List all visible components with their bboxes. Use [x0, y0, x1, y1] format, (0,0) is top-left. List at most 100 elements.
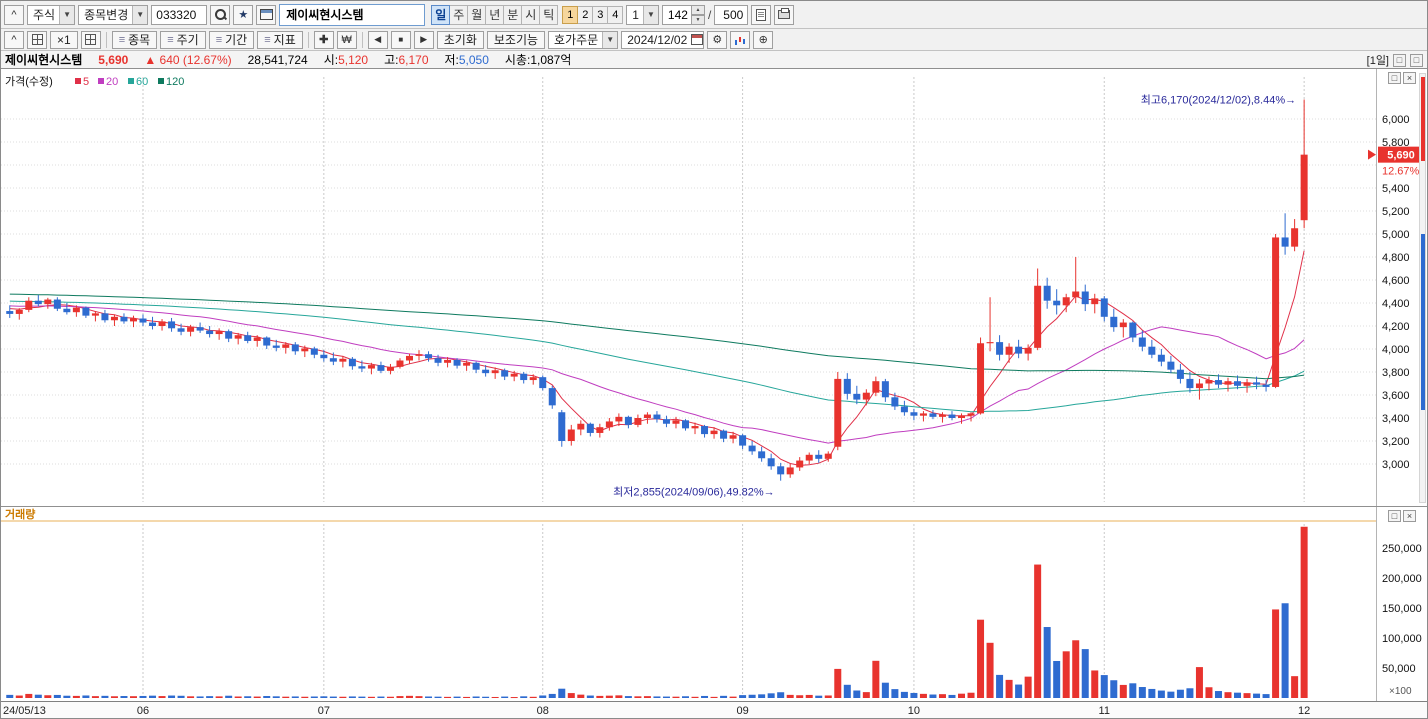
- chart-save-button[interactable]: [751, 4, 772, 25]
- divider: [361, 31, 363, 48]
- maximize-icon[interactable]: □: [1388, 72, 1401, 84]
- range-menu-label: 기간: [225, 33, 248, 47]
- high-label: 고:: [384, 53, 399, 67]
- count-separator: /: [707, 7, 712, 22]
- layout-icon[interactable]: □: [1393, 53, 1406, 67]
- menu-icon: ≡: [215, 33, 223, 46]
- svg-text:5,400: 5,400: [1382, 183, 1410, 195]
- toolbar-chart: ^ ×1 ≡ 종목 ≡ 주기 ≡ 기간 ≡ 지표 ✚ ₩ ◀ ■ ▶ 초기화 보조기능 …: [1, 29, 1427, 51]
- svg-text:3,000: 3,000: [1382, 459, 1410, 471]
- stock-code-input[interactable]: 033320: [151, 4, 208, 25]
- svg-text:100,000: 100,000: [1382, 633, 1422, 645]
- price-chart[interactable]: 6,000 5,800 5,400 5,200 5,000 4,800 4,600 4,400…: [1, 69, 1428, 506]
- period-hour-button[interactable]: 시: [521, 4, 541, 25]
- grid-icon: [31, 34, 43, 45]
- candle-count-value[interactable]: 142: [661, 4, 692, 25]
- svg-text:6,000: 6,000: [1382, 114, 1410, 126]
- svg-text:4,000: 4,000: [1382, 344, 1410, 356]
- price-pane: 6,000 5,800 5,400 5,200 5,000 4,800 4,600 4,400…: [1, 69, 1427, 506]
- stock-change-select[interactable]: 종목변경 ▼: [78, 4, 149, 25]
- date-picker[interactable]: 2024/12/02: [621, 30, 705, 49]
- currency-button[interactable]: ₩: [336, 30, 357, 49]
- svg-text:60: 60: [136, 76, 148, 88]
- x-axis-label: 24/05/13: [3, 705, 46, 717]
- svg-text:최고6,170(2024/12/02),8.44%→: 최고6,170(2024/12/02),8.44%→: [1141, 93, 1296, 106]
- period-year-button[interactable]: 년: [485, 4, 505, 25]
- range-menu-button[interactable]: ≡ 기간: [208, 30, 255, 49]
- period-week-button[interactable]: 주: [449, 4, 469, 25]
- interval-1-button[interactable]: 1: [562, 5, 579, 24]
- interval-2-button[interactable]: 2: [577, 5, 594, 24]
- chart-style-icon: [734, 34, 746, 45]
- cap-label: 시총:: [504, 53, 531, 67]
- scroll-left-button[interactable]: ◀: [367, 30, 388, 49]
- spin-down-icon[interactable]: ▼: [691, 14, 705, 25]
- maximize-icon[interactable]: □: [1388, 510, 1401, 522]
- x-axis-label: 06: [136, 705, 150, 717]
- search-button[interactable]: [210, 4, 231, 25]
- period-minute-button[interactable]: 분: [503, 4, 523, 25]
- period-day-button[interactable]: 일: [431, 4, 451, 25]
- layout-multi-button[interactable]: [80, 30, 101, 49]
- grid-icon: [85, 34, 97, 45]
- period-menu-button[interactable]: ≡ 주기: [160, 30, 206, 49]
- asset-type-value: 주식: [33, 8, 56, 22]
- stock-window-button[interactable]: [256, 4, 277, 25]
- svg-text:3,600: 3,600: [1382, 390, 1410, 402]
- dropdown-arrow-icon: ▼: [642, 5, 658, 24]
- x-axis: 24/05/13 06 07 08 09 10 11 12: [1, 701, 1427, 718]
- indicator-menu-button[interactable]: ≡ 지표: [257, 30, 303, 49]
- reset-button[interactable]: 초기화: [436, 30, 484, 49]
- window-icon: [259, 9, 273, 20]
- period-menu-label: 주기: [176, 33, 199, 47]
- order-select[interactable]: 호가주문 ▼: [548, 30, 619, 49]
- stop-button[interactable]: ■: [390, 30, 411, 49]
- layout-x1-button[interactable]: ×1: [50, 30, 78, 49]
- svg-text:×100: ×100: [1389, 686, 1412, 697]
- move-tool-button[interactable]: ✚: [313, 30, 334, 49]
- scroll-right-button[interactable]: ▶: [413, 30, 434, 49]
- divider: [105, 31, 107, 48]
- dropdown-arrow-icon: ▼: [132, 5, 148, 24]
- menu-icon: ≡: [167, 33, 174, 46]
- svg-text:3,400: 3,400: [1382, 413, 1410, 425]
- chart-print-button[interactable]: [774, 4, 795, 25]
- popout-icon[interactable]: □: [1410, 53, 1423, 67]
- collapse-icon[interactable]: ^: [4, 4, 24, 25]
- svg-text:200,000: 200,000: [1382, 573, 1422, 585]
- interval-select[interactable]: 1 ▼: [626, 4, 659, 25]
- page-icon: [756, 8, 767, 21]
- asset-type-select[interactable]: 주식 ▼: [27, 4, 76, 25]
- interval-4-button[interactable]: 4: [607, 5, 624, 24]
- x-axis-label: 08: [536, 705, 549, 717]
- period-month-button[interactable]: 월: [467, 4, 487, 25]
- chart-style-button[interactable]: [730, 30, 751, 49]
- volume-pane: 거래량 250,000 200,000 150,000 100,000 50,000 ×10…: [1, 506, 1427, 701]
- candle-count-spinner[interactable]: 142 ▲ ▼: [661, 4, 705, 25]
- indicator-menu-label: 지표: [273, 33, 296, 47]
- svg-text:150,000: 150,000: [1382, 603, 1422, 615]
- max-count-input[interactable]: 500: [714, 4, 749, 25]
- price-scrollbar[interactable]: [1419, 73, 1426, 503]
- svg-text:3,800: 3,800: [1382, 367, 1410, 379]
- interval-3-button[interactable]: 3: [592, 5, 609, 24]
- scrollbar-down-range: [1421, 234, 1425, 410]
- period-tick-button[interactable]: 틱: [539, 4, 559, 25]
- collapse-icon[interactable]: ^: [4, 30, 24, 49]
- zoom-button[interactable]: ⊕: [753, 30, 774, 49]
- stock-menu-button[interactable]: ≡ 종목: [111, 30, 158, 49]
- dropdown-arrow-icon: ▼: [602, 31, 618, 48]
- settings-button[interactable]: ⚙: [707, 30, 728, 49]
- open-label: 시:: [323, 53, 339, 67]
- close-icon[interactable]: ×: [1403, 510, 1416, 522]
- spin-up-icon[interactable]: ▲: [691, 4, 705, 15]
- close-icon[interactable]: ×: [1403, 72, 1416, 84]
- svg-text:5,690: 5,690: [1387, 150, 1415, 162]
- change-arrow-icon: ▲: [144, 52, 157, 67]
- svg-text:최저2,855(2024/09/06),49.82%→: 최저2,855(2024/09/06),49.82%→: [613, 486, 775, 499]
- menu-icon: ≡: [118, 33, 126, 46]
- aux-function-button[interactable]: 보조기능: [486, 30, 546, 49]
- layout-grid-button[interactable]: [27, 30, 47, 49]
- favorite-button[interactable]: ★: [233, 4, 254, 25]
- volume-chart[interactable]: 거래량 250,000 200,000 150,000 100,000 50,000 ×10…: [1, 506, 1428, 701]
